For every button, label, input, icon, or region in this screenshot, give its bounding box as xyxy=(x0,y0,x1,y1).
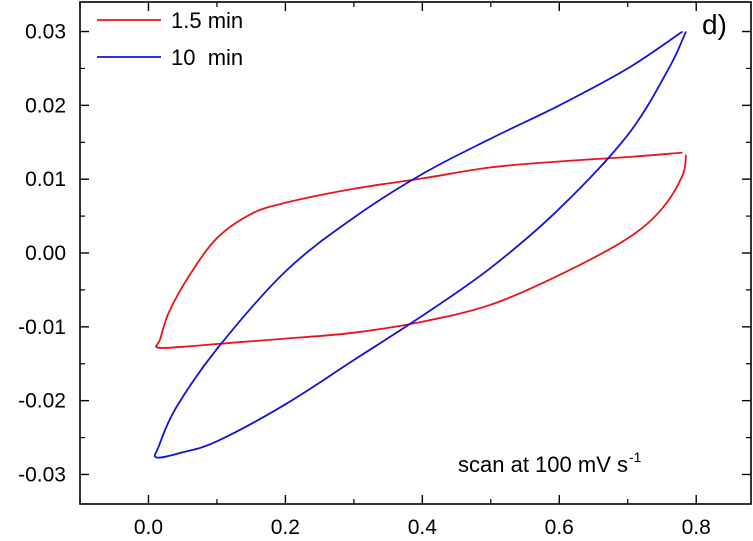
annotation-text: scan at 100 mV s xyxy=(458,452,628,477)
y-tick-label: -0.03 xyxy=(18,463,66,486)
y-tick-label: 0.03 xyxy=(25,21,66,44)
y-tick-label: 0.02 xyxy=(25,94,66,117)
scan-rate-annotation: scan at 100 mV s-1 xyxy=(458,449,642,477)
axes: 0.0 0.2 0.4 0.6 0.8 0.03 0.02 0.01 0.00 -0.01 -0.0… xyxy=(18,1,752,539)
x-tick-label: 0.4 xyxy=(408,516,438,539)
x-tick-label: 0.2 xyxy=(271,516,300,539)
panel-label: d) xyxy=(702,9,727,40)
legend-label: 10 min xyxy=(171,45,243,70)
legend: 1.5 min 10 min xyxy=(97,8,243,70)
series-line-red xyxy=(155,151,687,349)
x-tick-label: 0.6 xyxy=(545,516,574,539)
plot-frame xyxy=(79,1,752,505)
x-tick-label: 0.8 xyxy=(682,516,711,539)
series-line-blue xyxy=(153,30,687,459)
y-tick-label: 0.01 xyxy=(25,168,66,191)
annotation-superscript: -1 xyxy=(629,449,642,465)
legend-label: 1.5 min xyxy=(171,8,243,33)
series-lines xyxy=(153,30,687,459)
y-tick-label: 0.00 xyxy=(25,242,66,265)
y-tick-label: -0.01 xyxy=(18,316,66,339)
y-tick-label: -0.02 xyxy=(18,390,66,413)
x-tick-label: 0.0 xyxy=(134,516,163,539)
